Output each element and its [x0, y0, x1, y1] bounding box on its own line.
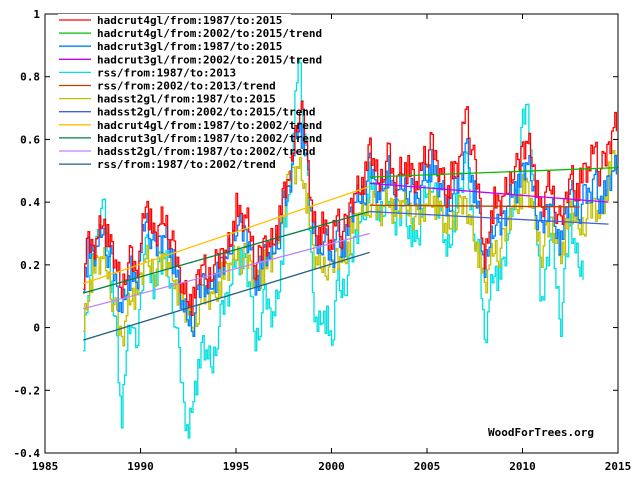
legend-label: hadcrut3gl/from:1987/to:2002/trend	[97, 132, 322, 145]
x-tick-label: 1985	[32, 460, 59, 473]
trend-line-hadsst2gl-from-1987-to-2002-trend	[83, 232, 370, 310]
legend-label: rss/from:1987/to:2002/trend	[97, 158, 276, 171]
credit-label: WoodForTrees.org	[488, 426, 594, 439]
legend-item-bg	[58, 66, 291, 79]
y-tick-label: 1	[33, 8, 40, 21]
legend-item: hadsst2gl/from:2002/to:2015/trend	[58, 105, 316, 119]
legend-label: hadcrut4gl/from:1987/to:2002/trend	[97, 119, 322, 132]
legend-item: hadsst2gl/from:1987/to:2015	[58, 92, 291, 106]
legend-item-bg	[58, 145, 291, 157]
y-tick-label: -0.2	[14, 384, 41, 397]
legend-item: hadsst2gl/from:1987/to:2002/trend	[58, 145, 316, 158]
trend-line-hadcrut4gl-from-2002-to-2015-trend	[369, 167, 619, 178]
legend-item: hadcrut4gl/from:1987/to:2015	[58, 14, 291, 27]
y-tick-label: 0	[33, 322, 40, 335]
legend-item-bg	[58, 131, 291, 144]
legend-label: hadsst2gl/from:2002/to:2015/trend	[97, 106, 316, 119]
trend-line-rss-from-2002-to-2013-trend	[369, 204, 580, 208]
legend-item: rss/from:1987/to:2013	[58, 66, 291, 79]
legend-item: hadcrut3gl/from:1987/to:2002/trend	[58, 131, 322, 145]
legend-item: hadcrut3gl/from:2002/to:2015/trend	[58, 53, 322, 66]
x-tick-label: 1995	[223, 460, 250, 473]
legend-item: rss/from:2002/to:2013/trend	[58, 79, 291, 93]
trend-line-rss-from-1987-to-2002-trend	[83, 251, 370, 341]
x-tick-label: 2005	[414, 460, 441, 473]
y-tick-label: 0.4	[20, 196, 40, 209]
legend-item-bg	[58, 105, 291, 118]
legend-item-bg	[58, 40, 291, 53]
legend-label: rss/from:2002/to:2013/trend	[97, 80, 276, 93]
trend-line-hadsst2gl-from-2002-to-2015-trend	[369, 210, 609, 225]
trend-line-hadcrut3gl-from-2002-to-2015-trend	[369, 182, 609, 203]
trend-line-hadcrut4gl-from-1987-to-2002-trend	[82, 185, 370, 285]
legend-label: hadsst2gl/from:1987/to:2002/trend	[97, 145, 316, 158]
legend-item-bg	[58, 27, 291, 40]
x-tick-label: 2015	[605, 460, 632, 473]
series-line-hadcrut3gl-from-1987-to-2015	[83, 122, 618, 338]
legend-label: hadsst2gl/from:1987/to:2015	[97, 93, 276, 106]
legend-label: hadcrut4gl/from:1987/to:2015	[97, 14, 282, 27]
y-tick-label: 0.6	[20, 133, 40, 146]
x-tick-label: 2010	[509, 460, 536, 473]
legend-item-bg	[58, 158, 291, 171]
axis-layer: 1985 1990 1995 2000 2005 2010 2015 -0.4 -0.2 0 0.2…	[14, 8, 632, 473]
legend-item-bg	[58, 53, 291, 66]
x-tick-label: 2000	[318, 460, 345, 473]
series-line-rss-from-1987-to-2013	[83, 58, 584, 439]
legend-item-bg	[58, 14, 291, 26]
series-line-hadcrut4gl-from-1987-to-2015	[83, 100, 618, 317]
legend-item: hadcrut4gl/from:2002/to:2015/trend	[58, 27, 322, 40]
legend-item: hadcrut4gl/from:1987/to:2002/trend	[58, 118, 322, 132]
trend-line-hadcrut3gl-from-1987-to-2002-trend	[83, 210, 370, 294]
y-tick-label: 0.2	[20, 259, 40, 272]
legend: hadcrut4gl/from:1987/to:2015hadcrut4gl/f…	[58, 14, 322, 171]
legend-item-bg	[58, 79, 291, 92]
y-tick-label: -0.4	[14, 447, 41, 460]
legend-item-bg	[58, 92, 291, 105]
legend-label: hadcrut3gl/from:1987/to:2015	[97, 40, 282, 53]
series-layer	[82, 58, 619, 439]
legend-label: hadcrut4gl/from:2002/to:2015/trend	[97, 27, 322, 40]
legend-label: hadcrut3gl/from:2002/to:2015/trend	[97, 53, 322, 66]
y-tick-label: 0.8	[20, 71, 40, 84]
legend-item: hadcrut3gl/from:1987/to:2015	[58, 40, 291, 53]
legend-item: rss/from:1987/to:2002/trend	[58, 158, 291, 171]
legend-label: rss/from:1987/to:2013	[97, 66, 236, 79]
x-tick-label: 1990	[127, 460, 154, 473]
legend-item-bg	[58, 118, 291, 131]
